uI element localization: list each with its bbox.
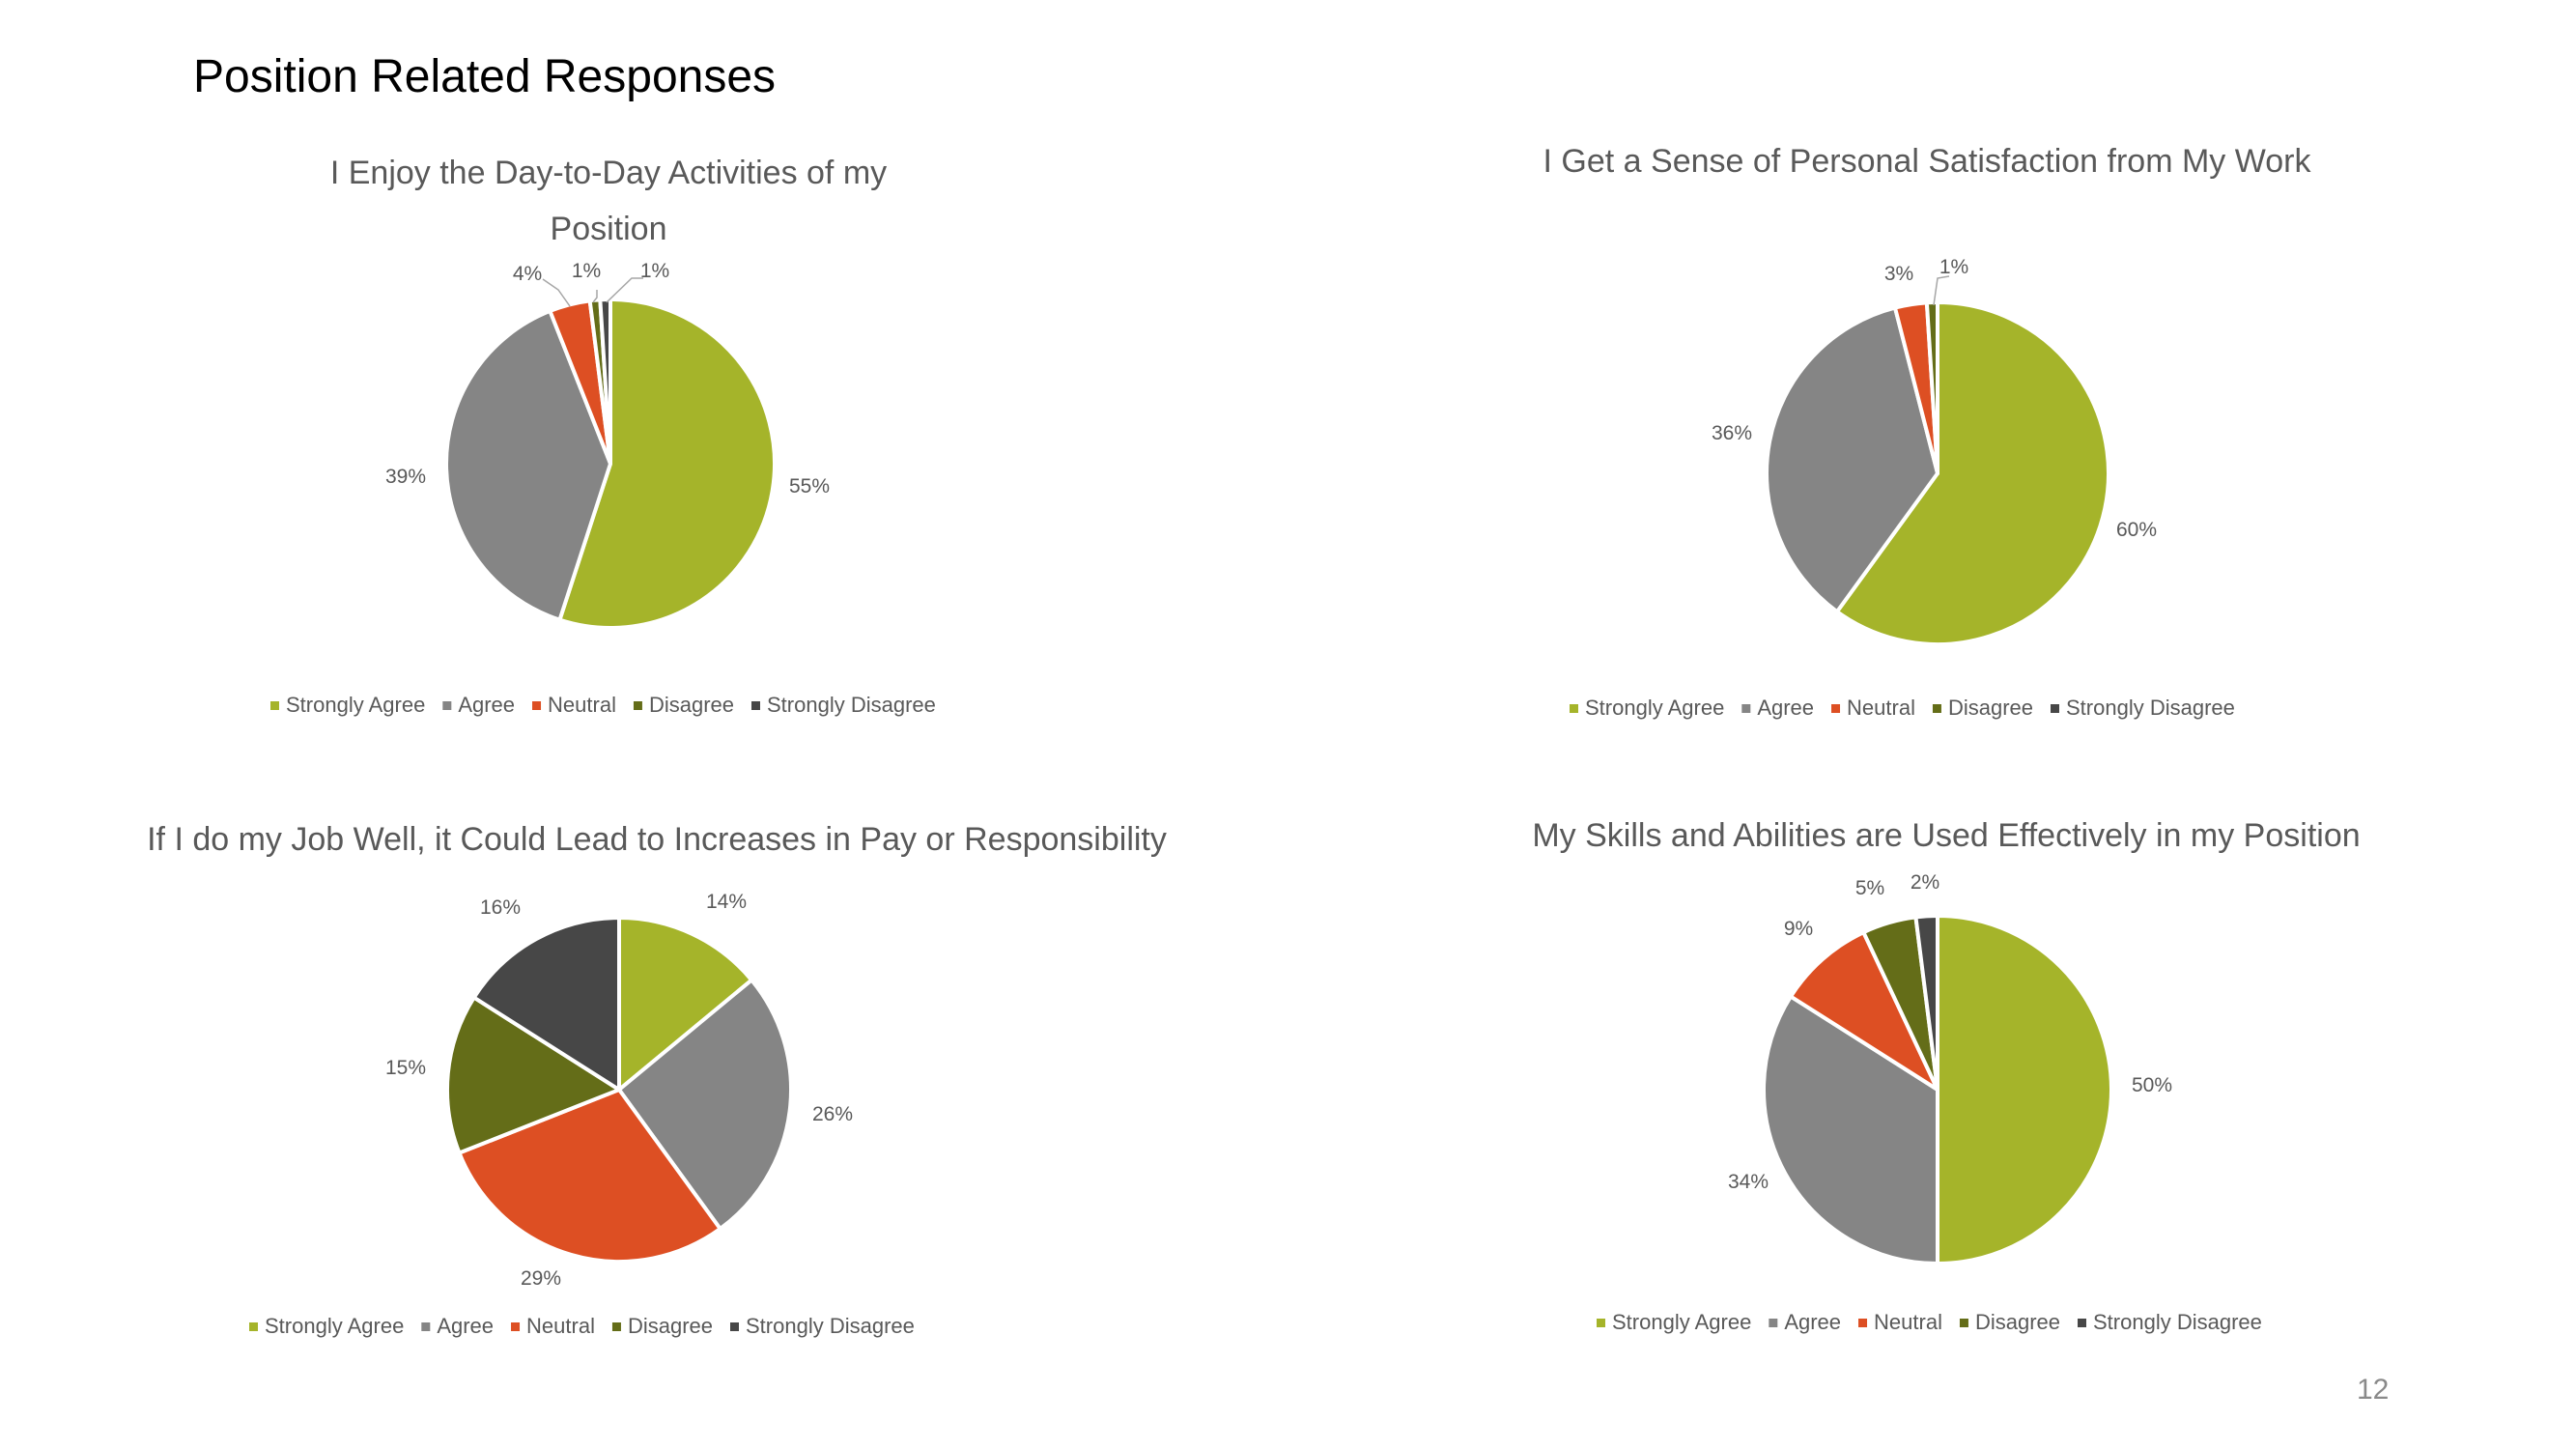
legend-label: Strongly Agree	[265, 1314, 404, 1338]
legend-swatch	[2078, 1319, 2086, 1327]
pie-chart-2: I Get a Sense of Personal Satisfaction f…	[1543, 143, 2312, 720]
chart-title-line: Position	[551, 211, 667, 247]
pie-chart-4: My Skills and Abilities are Used Effecti…	[1532, 817, 2360, 1334]
legend-label: Neutral	[1874, 1310, 1942, 1334]
legend-label: Strongly Agree	[1612, 1310, 1751, 1334]
legend-swatch	[442, 701, 452, 710]
legend-label: Disagree	[649, 693, 734, 717]
pie-slice-strongly-agree	[557, 298, 778, 630]
legend-label: Strongly Disagree	[767, 693, 936, 717]
chart-title-line: I Get a Sense of Personal Satisfaction f…	[1543, 143, 2312, 180]
pie-slice-agree	[1765, 305, 1939, 614]
data-label: 1%	[572, 260, 601, 282]
legend-swatch	[1570, 704, 1578, 713]
data-label: 1%	[1939, 256, 1968, 278]
legend-label: Agree	[1757, 696, 1814, 720]
pie-slice-disagree	[445, 995, 621, 1155]
chart-legend: Strongly Agree Agree Neutral Disagree Strong…	[249, 1314, 915, 1338]
data-label: 4%	[513, 263, 542, 285]
pie-slice-strongly-disagree	[471, 916, 621, 1092]
data-label: 5%	[1855, 877, 1884, 899]
legend-swatch	[1858, 1319, 1868, 1327]
legend-swatch	[1741, 704, 1751, 713]
chart-legend: Strongly Agree Agree Neutral Disagree Strong…	[1597, 1310, 2262, 1334]
data-label: 29%	[521, 1267, 561, 1290]
pie-chart-1: I Enjoy the Day-to-Day Activities of my P…	[270, 155, 936, 717]
data-label: 1%	[640, 260, 669, 282]
chart-title-line: I Enjoy the Day-to-Day Activities of my	[330, 155, 887, 191]
legend-swatch	[1959, 1319, 1968, 1327]
data-label: 60%	[2116, 519, 2157, 541]
legend-swatch	[611, 1322, 621, 1331]
legend-swatch	[270, 701, 279, 710]
page-title: Position Related Responses	[193, 51, 777, 102]
legend-label: Strongly Disagree	[2066, 696, 2235, 720]
pie-slice-agree	[617, 978, 793, 1232]
data-label: 55%	[789, 475, 830, 497]
legend-swatch	[633, 701, 642, 710]
pie-slice-strongly-agree	[617, 916, 754, 1092]
legend-swatch	[751, 701, 760, 710]
legend-label: Agree	[437, 1314, 494, 1338]
legend-swatch	[1769, 1319, 1778, 1327]
legend-label: Neutral	[548, 693, 616, 717]
chart-legend: Strongly Agree Agree Neutral Disagree Strong…	[270, 693, 936, 717]
data-label: 3%	[1884, 263, 1913, 285]
legend-swatch	[511, 1322, 521, 1331]
legend-label: Strongly Agree	[286, 693, 425, 717]
data-label-leader-line	[592, 290, 598, 303]
legend-label: Disagree	[1948, 696, 2033, 720]
data-label: 16%	[480, 896, 521, 919]
data-label: 2%	[1911, 871, 1939, 894]
pie-slice-strongly-disagree	[1913, 914, 1939, 1092]
legend-swatch	[532, 701, 542, 710]
page-number: 12	[2357, 1374, 2390, 1406]
data-label: 15%	[385, 1057, 426, 1079]
chart-title-line: If I do my Job Well, it Could Lead to In…	[147, 821, 1167, 858]
data-label: 39%	[385, 466, 426, 488]
data-label-leader-line	[606, 277, 643, 303]
legend-label: Agree	[458, 693, 515, 717]
legend-swatch	[1932, 704, 1941, 713]
data-label: 50%	[2132, 1074, 2172, 1096]
pie-slice-neutral	[1789, 930, 1939, 1092]
legend-label: Disagree	[1975, 1310, 2060, 1334]
data-label: 9%	[1784, 918, 1813, 940]
pie-slice-agree	[444, 308, 612, 622]
pie-chart-3: If I do my Job Well, it Could Lead to In…	[147, 821, 1167, 1338]
pie-slice-neutral	[457, 1088, 722, 1264]
legend-swatch	[1597, 1319, 1605, 1327]
data-label: 26%	[812, 1103, 853, 1125]
legend-swatch	[421, 1322, 431, 1331]
pie-slice-disagree	[1924, 300, 1939, 475]
legend-swatch	[1831, 704, 1841, 713]
pie-slice-strongly-agree	[1834, 300, 2110, 646]
legend-label: Strongly Disagree	[746, 1314, 915, 1338]
data-label: 14%	[706, 891, 747, 913]
chart-legend: Strongly Agree Agree Neutral Disagree Strong…	[1570, 696, 2235, 720]
data-label-leader-line	[542, 278, 571, 307]
data-label: 34%	[1728, 1171, 1769, 1193]
legend-label: Neutral	[1847, 696, 1915, 720]
legend-swatch	[2051, 704, 2059, 713]
legend-label: Strongly Agree	[1585, 696, 1724, 720]
data-label-leader-line	[1933, 275, 1950, 306]
pie-slice-strongly-agree	[1936, 914, 2113, 1265]
legend-label: Neutral	[526, 1314, 595, 1338]
legend-label: Disagree	[628, 1314, 713, 1338]
legend-label: Agree	[1784, 1310, 1841, 1334]
data-label: 36%	[1712, 422, 1752, 444]
legend-swatch	[249, 1322, 258, 1331]
chart-title-line: My Skills and Abilities are Used Effecti…	[1532, 817, 2360, 854]
legend-label: Strongly Disagree	[2093, 1310, 2262, 1334]
legend-swatch	[730, 1322, 739, 1331]
